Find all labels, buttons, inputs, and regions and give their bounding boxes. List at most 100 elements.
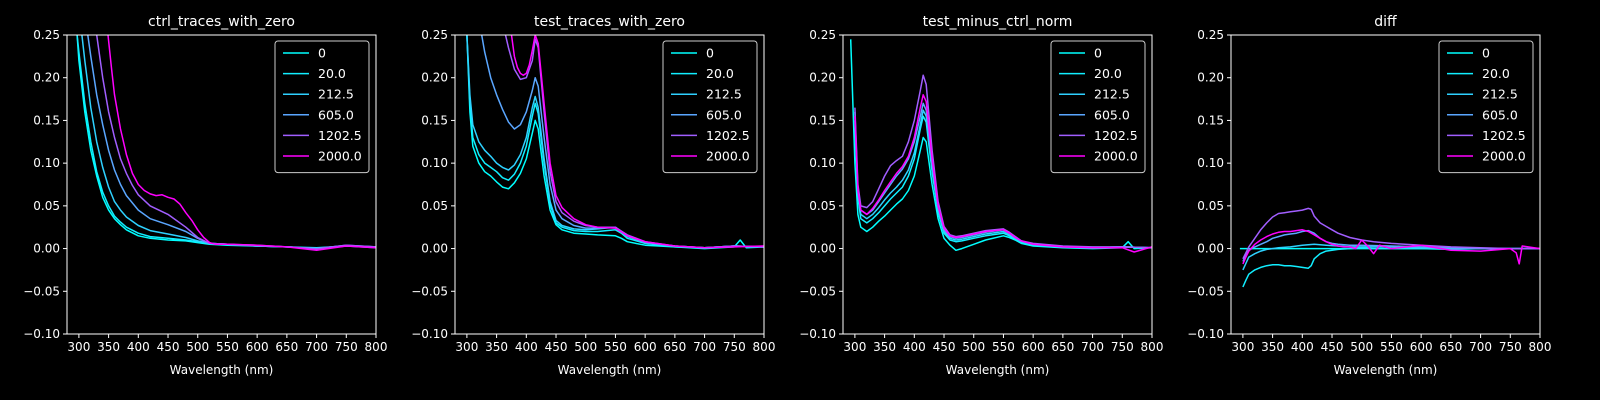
y-tick-label: −0.10: [799, 327, 836, 341]
legend: 0 20.0 212.5 605.0 1202.5 2000.0: [1438, 40, 1534, 174]
x-tick-label: 400: [127, 340, 150, 354]
x-axis-label: Wavelength (nm): [558, 363, 662, 377]
y-tick-label: 0.00: [33, 242, 60, 256]
legend-label: 1202.5: [1094, 128, 1138, 143]
x-tick-label: 700: [1081, 340, 1104, 354]
y-tick-label: 0.25: [809, 28, 836, 42]
legend-label: 605.0: [318, 107, 354, 122]
y-tick-label: 0.05: [33, 199, 60, 213]
x-tick-label: 350: [97, 340, 120, 354]
x-tick-label: 300: [67, 340, 90, 354]
legend-label: 212.5: [1482, 87, 1518, 102]
legend: 0 20.0 212.5 605.0 1202.5 2000.0: [274, 40, 370, 174]
y-tick-label: 0.25: [1197, 28, 1224, 42]
axes-frame: [66, 34, 377, 335]
y-tick-label: 0.15: [33, 113, 60, 127]
x-tick-label: 700: [693, 340, 716, 354]
y-tick-label: −0.10: [23, 327, 60, 341]
axes-frame: [842, 34, 1153, 335]
series-line-5: [1242, 207, 1540, 260]
legend: 0 20.0 212.5 605.0 1202.5 2000.0: [662, 40, 758, 174]
y-tick-label: −0.05: [411, 284, 448, 298]
x-tick-label: 450: [545, 340, 568, 354]
y-tick-label: 0.10: [33, 156, 60, 170]
y-tick-label: 0.05: [1197, 199, 1224, 213]
x-tick-label: 500: [186, 340, 209, 354]
series-line-6: [1242, 229, 1540, 265]
x-tick-label: 750: [723, 340, 746, 354]
x-tick-label: 750: [1111, 340, 1134, 354]
chart-title: test_minus_ctrl_norm: [923, 14, 1073, 30]
x-tick-label: 750: [1499, 340, 1522, 354]
legend-label: 20.0: [706, 66, 734, 81]
y-tick-label: 0.15: [1197, 113, 1224, 127]
legend-label: 20.0: [318, 66, 346, 81]
series-line-2: [1242, 246, 1540, 288]
x-tick-label: 800: [1141, 340, 1164, 354]
series-lines: [466, 35, 764, 250]
x-axis-label: Wavelength (nm): [1334, 363, 1438, 377]
y-tick-label: −0.10: [1187, 327, 1224, 341]
x-tick-label: 400: [1291, 340, 1314, 354]
legend-label: 0: [706, 46, 714, 61]
x-tick-label: 550: [216, 340, 239, 354]
x-tick-label: 800: [1529, 340, 1552, 354]
chart-panel-1: ctrl_traces_with_zero 300 350 400 450 500 550 6…: [23, 14, 387, 377]
legend-label: 0: [318, 46, 326, 61]
x-tick-label: 450: [933, 340, 956, 354]
series-line-6: [107, 35, 376, 252]
y-tick-label: 0.20: [1197, 71, 1224, 85]
y-tick-label: 0.10: [1197, 156, 1224, 170]
x-tick-label: 800: [365, 340, 388, 354]
x-tick-label: 600: [634, 340, 657, 354]
series-line-3: [1242, 243, 1540, 271]
legend-label: 20.0: [1094, 66, 1122, 81]
legend-label: 605.0: [1094, 107, 1130, 122]
chart-title: test_traces_with_zero: [534, 14, 685, 30]
legend-label: 1202.5: [1482, 128, 1526, 143]
legend-label: 0: [1094, 46, 1102, 61]
y-tick-label: 0.15: [809, 113, 836, 127]
y-tick-label: 0.00: [809, 242, 836, 256]
y-tick-label: 0.20: [421, 71, 448, 85]
series-lines: [76, 35, 376, 252]
x-tick-label: 550: [992, 340, 1015, 354]
y-tick-label: 0.10: [809, 156, 836, 170]
legend-label: 2000.0: [318, 149, 362, 164]
series-line-6: [854, 94, 1152, 253]
legend-label: 0: [1482, 46, 1490, 61]
y-tick-label: −0.05: [799, 284, 836, 298]
x-tick-label: 650: [663, 340, 686, 354]
axes-frame: [454, 34, 765, 335]
legend-label: 2000.0: [706, 149, 750, 164]
x-tick-label: 350: [485, 340, 508, 354]
x-tick-label: 450: [157, 340, 180, 354]
y-tick-label: 0.00: [1197, 242, 1224, 256]
y-tick-label: 0.25: [421, 28, 448, 42]
x-tick-label: 800: [753, 340, 776, 354]
x-tick-label: 600: [1410, 340, 1433, 354]
x-tick-label: 300: [455, 340, 478, 354]
y-tick-label: −0.05: [1187, 284, 1224, 298]
y-tick-label: 0.15: [421, 113, 448, 127]
y-tick-label: 0.25: [33, 28, 60, 42]
x-tick-label: 600: [1022, 340, 1045, 354]
series-lines: [849, 39, 1152, 253]
x-tick-label: 500: [962, 340, 985, 354]
x-tick-label: 550: [604, 340, 627, 354]
legend-label: 212.5: [706, 87, 742, 102]
x-tick-label: 500: [1350, 340, 1373, 354]
x-tick-label: 700: [1469, 340, 1492, 354]
legend-label: 605.0: [706, 107, 742, 122]
legend-label: 2000.0: [1482, 149, 1526, 164]
axes-frame: [1230, 34, 1541, 335]
series-line-1: [849, 39, 1152, 252]
legend-label: 212.5: [1094, 87, 1130, 102]
chart-title: ctrl_traces_with_zero: [148, 14, 295, 30]
x-tick-label: 400: [515, 340, 538, 354]
legend-label: 212.5: [318, 87, 354, 102]
series-lines: [1239, 207, 1540, 288]
x-tick-label: 350: [873, 340, 896, 354]
x-tick-label: 650: [1051, 340, 1074, 354]
